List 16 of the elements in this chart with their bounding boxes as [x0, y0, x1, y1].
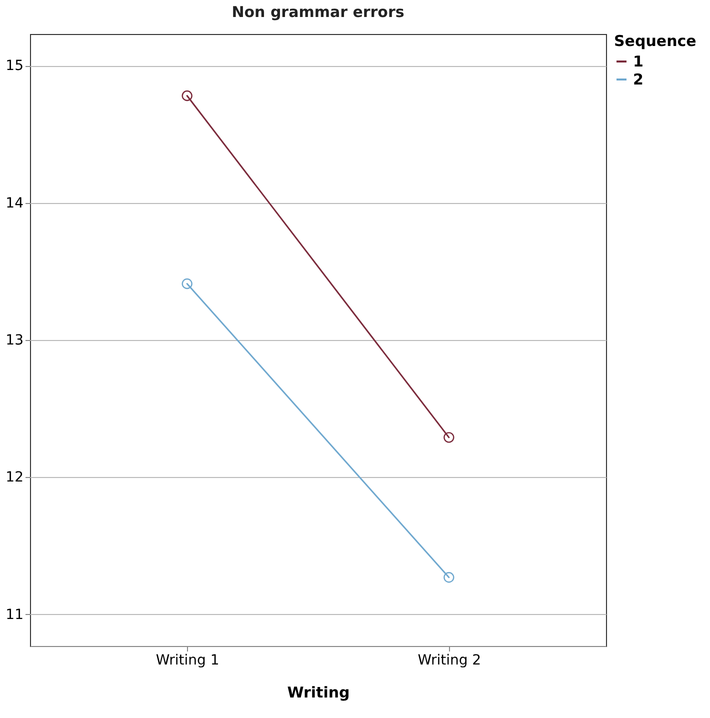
point [182, 278, 192, 290]
chart-title: Non grammar errors [232, 3, 404, 21]
legend-label: 1 [633, 52, 644, 70]
x-tick-label: Writing 2 [418, 652, 482, 668]
legend-label: 2 [633, 70, 644, 88]
y-tick-label: 15 [6, 58, 24, 74]
y-tick-label: 13 [6, 332, 24, 348]
y-tick-label: 14 [6, 195, 24, 212]
point [182, 90, 192, 102]
point [444, 572, 454, 583]
legend-title: Sequence [614, 32, 696, 50]
x-axis-title: Writing [287, 684, 350, 702]
x-tick-label: Writing 1 [156, 652, 220, 668]
point [444, 432, 454, 443]
y-tick-label: 11 [6, 606, 24, 623]
y-tick-label: 12 [6, 470, 24, 486]
